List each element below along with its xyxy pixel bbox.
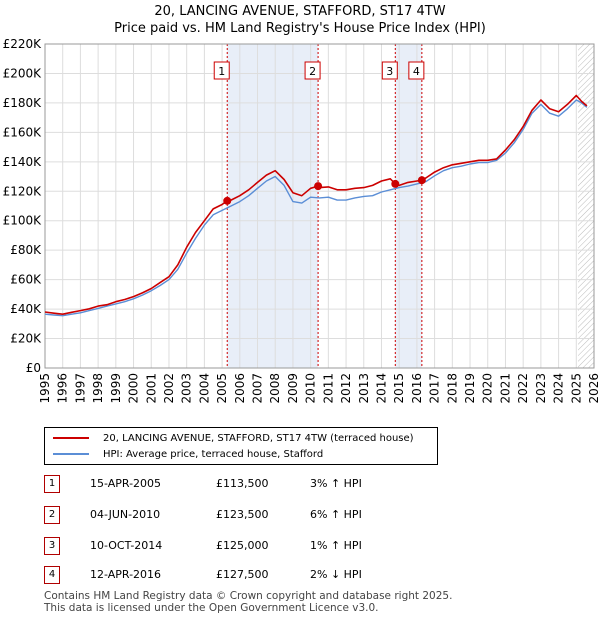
footer-licence: This data is licensed under the Open Gov… — [44, 602, 379, 614]
x-tick-label: 2022 — [516, 373, 530, 404]
y-tick-label: £40K — [10, 302, 42, 316]
y-tick-label: £160K — [3, 125, 43, 139]
x-tick-label: 1998 — [91, 373, 105, 404]
x-tick-label: 2015 — [392, 373, 406, 404]
x-tick-label: 2004 — [197, 373, 211, 404]
sale-band-1 — [227, 44, 319, 368]
projection-hatch — [578, 44, 594, 368]
sale-marker-4: 4 — [44, 566, 60, 584]
y-tick-label: £120K — [3, 184, 43, 198]
x-tick-label: 2023 — [534, 373, 548, 404]
x-tick-label: 1999 — [109, 373, 123, 404]
sale-price-4: £127,500 — [216, 568, 269, 581]
y-tick-label: £20K — [10, 332, 42, 346]
sale-box-label-3: 3 — [386, 65, 393, 78]
sale-date-2: 04-JUN-2010 — [90, 508, 161, 521]
y-tick-label: £220K — [3, 37, 43, 51]
y-tick-label: £100K — [3, 214, 43, 228]
sale-marker-3: 3 — [44, 537, 60, 555]
x-tick-label: 2014 — [374, 373, 388, 404]
legend-swatch-price-paid — [53, 437, 89, 439]
x-tick-label: 2006 — [233, 373, 247, 404]
y-tick-label: £200K — [3, 66, 43, 80]
sale-hpi-4: 2% ↓ HPI — [310, 568, 362, 581]
x-tick-label: 2009 — [286, 373, 300, 404]
legend-item-price-paid: 20, LANCING AVENUE, STAFFORD, ST17 4TW (… — [53, 431, 414, 445]
chart-legend: 20, LANCING AVENUE, STAFFORD, ST17 4TW (… — [44, 427, 438, 465]
sale-row-2: 2 04-JUN-2010 £123,500 6% ↑ HPI — [40, 506, 560, 524]
x-tick-label: 2007 — [251, 373, 265, 404]
sale-price-1: £113,500 — [216, 477, 269, 490]
x-tick-label: 2000 — [127, 373, 141, 404]
x-tick-label: 1995 — [38, 373, 52, 404]
y-tick-label: £60K — [10, 273, 42, 287]
y-tick-label: £180K — [3, 96, 43, 110]
x-tick-label: 1996 — [56, 373, 70, 404]
sale-box-1 — [213, 61, 230, 80]
sale-box-3 — [381, 61, 398, 80]
x-tick-label: 2017 — [428, 373, 442, 404]
x-tick-label: 2024 — [552, 373, 566, 404]
x-tick-label: 2010 — [304, 373, 318, 404]
x-tick-label: 2013 — [357, 373, 371, 404]
sale-point-1 — [223, 196, 232, 205]
sale-row-1: 1 15-APR-2005 £113,500 3% ↑ HPI — [40, 475, 560, 493]
price-chart: £0 £20K £40K £60K £80K £100K £120K £140K £160K £1… — [3, 37, 600, 404]
x-tick-label: 2026 — [587, 373, 600, 404]
footer-copyright: Contains HM Land Registry data © Crown c… — [44, 590, 453, 602]
sale-box-label-1: 1 — [218, 65, 225, 78]
x-tick-label: 2011 — [321, 373, 335, 404]
sale-point-2 — [314, 182, 323, 191]
plot-frame — [44, 43, 595, 369]
x-tick-label: 2025 — [569, 373, 583, 404]
sale-band-2 — [395, 44, 422, 368]
sale-date-3: 10-OCT-2014 — [90, 539, 163, 552]
sale-box-2 — [304, 61, 321, 80]
x-tick-label: 2021 — [498, 373, 512, 404]
x-tick-label: 1997 — [73, 373, 87, 404]
legend-label-hpi: HPI: Average price, terraced house, Staf… — [103, 448, 324, 460]
sale-box-4 — [408, 61, 425, 80]
sale-hpi-2: 6% ↑ HPI — [310, 508, 362, 521]
sale-marker-2: 2 — [44, 506, 60, 524]
sale-marker-1: 1 — [44, 475, 60, 493]
x-tick-label: 2003 — [180, 373, 194, 404]
x-tick-label: 2016 — [410, 373, 424, 404]
sale-point-4 — [417, 176, 426, 185]
sale-price-3: £125,000 — [216, 539, 269, 552]
x-tick-label: 2019 — [463, 373, 477, 404]
chart-title-subtitle: Price paid vs. HM Land Registry's House … — [114, 21, 486, 36]
sale-date-1: 15-APR-2005 — [90, 477, 162, 490]
sale-box-label-2: 2 — [309, 65, 316, 78]
x-tick-label: 2018 — [445, 373, 459, 404]
sale-price-2: £123,500 — [216, 508, 269, 521]
x-tick-label: 2008 — [268, 373, 282, 404]
y-tick-label: £0 — [26, 361, 41, 375]
y-tick-label: £140K — [3, 155, 43, 169]
x-tick-label: 2002 — [162, 373, 176, 404]
chart-title-address: 20, LANCING AVENUE, STAFFORD, ST17 4TW — [154, 4, 446, 19]
y-tick-label: £80K — [10, 243, 42, 257]
sale-hpi-3: 1% ↑ HPI — [310, 539, 362, 552]
sale-hpi-1: 3% ↑ HPI — [310, 477, 362, 490]
sale-row-4: 4 12-APR-2016 £127,500 2% ↓ HPI — [40, 566, 560, 584]
sale-date-4: 12-APR-2016 — [90, 568, 162, 581]
sale-point-3 — [391, 179, 400, 188]
x-tick-label: 2020 — [481, 373, 495, 404]
legend-label-price-paid: 20, LANCING AVENUE, STAFFORD, ST17 4TW (… — [103, 432, 414, 444]
x-tick-label: 2012 — [339, 373, 353, 404]
sale-box-label-4: 4 — [413, 65, 420, 78]
sale-row-3: 3 10-OCT-2014 £125,000 1% ↑ HPI — [40, 537, 560, 555]
legend-item-hpi: HPI: Average price, terraced house, Staf… — [53, 447, 323, 461]
legend-swatch-hpi — [53, 453, 89, 455]
x-tick-label: 2005 — [215, 373, 229, 404]
series-line-hpi — [44, 99, 588, 317]
x-tick-label: 2001 — [144, 373, 158, 404]
